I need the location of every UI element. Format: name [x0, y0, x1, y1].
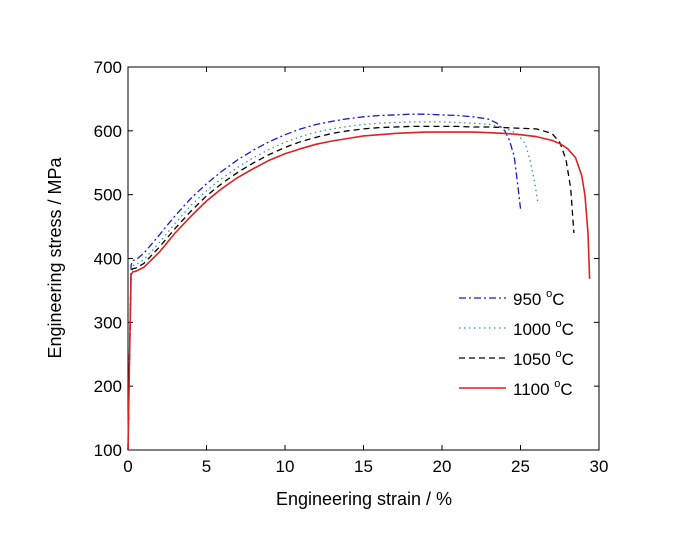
legend-label-unit: C	[560, 380, 572, 399]
y-tick-label: 500	[94, 186, 122, 205]
legend-label-value: 1050	[513, 350, 556, 369]
series-line-1100	[127, 131, 591, 451]
y-ticks: 100 200 300 400 500 600 700	[94, 58, 599, 460]
series-group	[127, 113, 591, 451]
legend-label-value: 950	[513, 290, 546, 309]
y-tick-label: 400	[94, 250, 122, 269]
y-tick-label: 200	[94, 377, 122, 396]
x-tick-label: 0	[123, 457, 132, 476]
y-tick-label: 300	[94, 313, 122, 332]
legend-label-950: 950 oC	[513, 288, 565, 309]
x-ticks: 0 5 10 15 20 25 30	[123, 67, 608, 476]
y-tick-label: 700	[94, 58, 122, 77]
legend-label-1050: 1050 oC	[513, 348, 574, 369]
legend-label-value: 1000	[513, 320, 556, 339]
legend-label-1000: 1000 oC	[513, 318, 574, 339]
legend-label-degree: o	[556, 318, 562, 330]
legend-label-degree: o	[546, 288, 552, 300]
x-tick-label: 5	[202, 457, 211, 476]
y-axis-title: Engineering stress / MPa	[45, 156, 65, 358]
y-tick-label: 600	[94, 122, 122, 141]
legend-label-unit: C	[562, 320, 574, 339]
x-tick-label: 20	[433, 457, 452, 476]
x-tick-label: 25	[511, 457, 530, 476]
legend-label-degree: o	[554, 378, 560, 390]
legend-label-unit: C	[562, 350, 574, 369]
x-tick-label: 30	[590, 457, 609, 476]
x-tick-label: 10	[276, 457, 295, 476]
legend-label-degree: o	[556, 348, 562, 360]
y-tick-label: 100	[94, 441, 122, 460]
legend-label-unit: C	[552, 290, 564, 309]
series-line-1050	[127, 125, 575, 451]
x-tick-label: 15	[354, 457, 373, 476]
series-line-950	[127, 113, 522, 451]
legend-label-value: 1100	[513, 380, 554, 399]
legend-label-1100: 1100 oC	[513, 378, 573, 399]
x-axis-title: Engineering strain / %	[276, 489, 452, 509]
series-line-1000	[127, 121, 539, 451]
